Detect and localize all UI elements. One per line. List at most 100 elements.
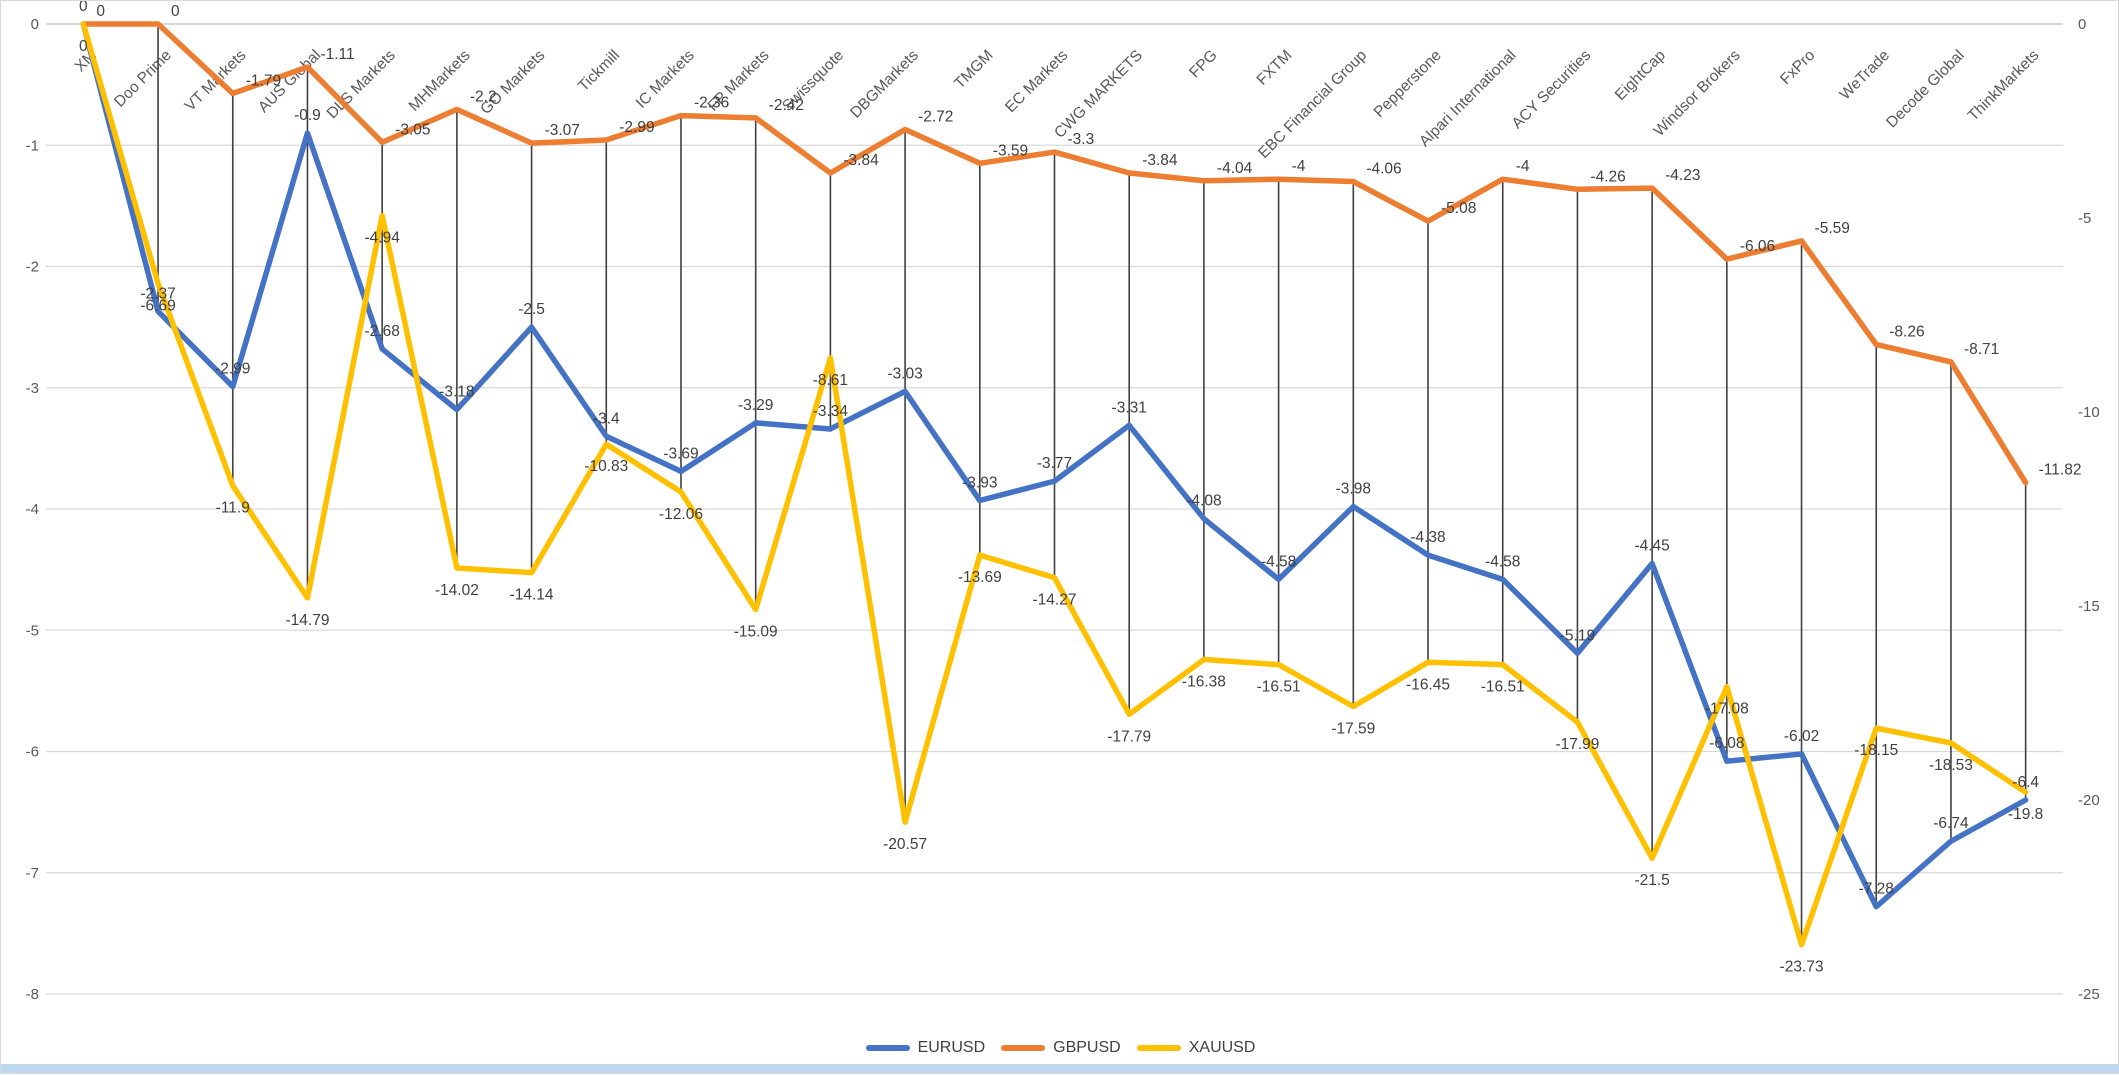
data-label-EURUSD: -3.98 (1336, 481, 1371, 498)
data-label-GBPUSD: -2.72 (918, 109, 953, 126)
data-label-GBPUSD: -3.07 (545, 122, 580, 139)
data-label-EURUSD: -4.58 (1485, 553, 1520, 570)
data-label-EURUSD: -2.37 (140, 285, 175, 302)
data-label-XAUUSD: -14.14 (510, 587, 554, 604)
category-label-ic-markets: IC Markets (633, 47, 698, 112)
data-label-GBPUSD: -2.99 (619, 119, 654, 136)
data-label-GBPUSD: -6.06 (1740, 238, 1775, 255)
data-label-EURUSD: -6.02 (1784, 728, 1819, 745)
data-label-XAUUSD: -14.02 (435, 582, 479, 599)
left-axis-tick: -4 (26, 501, 39, 518)
data-label-XAUUSD: -18.15 (1854, 742, 1898, 759)
category-label-acy-securities: ACY Securities (1509, 47, 1595, 133)
data-label-EURUSD: -6.4 (2012, 774, 2039, 791)
data-label-XAUUSD: -18.53 (1929, 757, 1973, 774)
data-label-XAUUSD: -20.57 (883, 836, 927, 853)
data-label-XAUUSD: -13.69 (958, 569, 1002, 586)
legend-label-gbpusd: GBPUSD (1053, 1039, 1121, 1056)
data-label-GBPUSD: -3.59 (993, 142, 1028, 159)
data-label-EURUSD: -6.08 (1709, 735, 1744, 752)
data-label-XAUUSD: -16.38 (1182, 674, 1226, 691)
category-label-pepperstone: Pepperstone (1371, 47, 1445, 121)
data-label-GBPUSD: -4 (1292, 158, 1306, 175)
category-label-tickmill: Tickmill (575, 47, 623, 95)
data-label-XAUUSD: -16.51 (1257, 679, 1301, 696)
left-axis-tick: -2 (26, 259, 39, 276)
data-label-EURUSD: -2.99 (215, 361, 250, 378)
data-label-GBPUSD: 0 (96, 3, 105, 20)
data-label-GBPUSD: -8.26 (1889, 323, 1924, 340)
legend-item-gbpusd[interactable]: GBPUSD (1001, 1039, 1121, 1057)
legend-swatch-xauusd (1136, 1045, 1181, 1051)
data-label-XAUUSD: -17.99 (1555, 736, 1599, 753)
category-label-wetrade: WeTrade (1837, 47, 1893, 103)
data-label-XAUUSD: -16.45 (1406, 676, 1450, 693)
data-label-XAUUSD: -11.9 (216, 500, 250, 517)
data-label-XAUUSD: -17.08 (1705, 701, 1749, 718)
data-label-XAUUSD: -8.61 (813, 372, 848, 389)
category-label-fxpro: FxPro (1777, 47, 1818, 88)
data-label-GBPUSD: -4.04 (1217, 160, 1253, 177)
data-label-GBPUSD: -2.2 (470, 88, 497, 105)
data-label-EURUSD: -3.4 (593, 410, 620, 427)
data-label-XAUUSD: -17.79 (1107, 728, 1151, 745)
data-label-GBPUSD: 0 (171, 3, 180, 20)
data-label-XAUUSD: -19.8 (2008, 806, 2043, 823)
data-label-XAUUSD: -10.83 (584, 458, 628, 475)
data-label-XAUUSD: -17.59 (1331, 720, 1375, 737)
data-label-EURUSD: -7.28 (1859, 881, 1894, 898)
category-label-doo-prime: Doo Prime (111, 47, 175, 111)
category-label-tmgm: TMGM (951, 47, 997, 93)
legend-label-xauusd: XAUUSD (1188, 1039, 1256, 1056)
data-label-GBPUSD: -5.08 (1441, 200, 1476, 217)
right-axis-tick: -15 (2078, 598, 2100, 615)
data-label-GBPUSD: -3.84 (1142, 152, 1178, 169)
right-axis-tick: -25 (2078, 986, 2100, 1003)
left-axis-tick: 0 (31, 16, 39, 33)
data-label-GBPUSD: -3.84 (843, 152, 879, 169)
data-label-XAUUSD: -16.51 (1481, 679, 1525, 696)
data-label-EURUSD: -3.18 (439, 384, 474, 401)
data-label-EURUSD: -6.74 (1933, 815, 1969, 832)
data-label-EURUSD: -2.5 (518, 301, 545, 318)
data-label-EURUSD: -5.19 (1560, 627, 1595, 644)
data-label-XAUUSD: 0 (79, 38, 88, 55)
series-line-XAUUSD (80, 21, 2029, 948)
data-label-EURUSD: -3.77 (1037, 455, 1072, 472)
data-label-EURUSD: -3.93 (962, 475, 997, 492)
data-label-EURUSD: -4.45 (1634, 538, 1669, 555)
data-label-GBPUSD: -2.42 (769, 97, 804, 114)
right-axis-tick: -20 (2078, 792, 2100, 809)
data-label-EURUSD: -3.69 (663, 445, 698, 462)
legend-item-xauusd[interactable]: XAUUSD (1136, 1039, 1256, 1057)
data-label-GBPUSD: -4 (1516, 158, 1530, 175)
category-label-go-markets: GO Markets (477, 47, 548, 118)
data-label-EURUSD: -4.38 (1410, 529, 1445, 546)
data-label-EURUSD: -3.34 (813, 403, 849, 420)
data-label-GBPUSD: -4.06 (1366, 161, 1401, 178)
series-line-EURUSD (80, 21, 2029, 910)
data-label-XAUUSD: -6.69 (140, 298, 175, 315)
data-label-XAUUSD: -4.94 (364, 230, 400, 247)
legend-label-eurusd: EURUSD (917, 1039, 986, 1056)
left-axis-tick: -1 (26, 137, 39, 154)
data-label-GBPUSD: -4.26 (1590, 168, 1625, 185)
data-label-GBPUSD: -1.11 (320, 46, 354, 63)
data-label-GBPUSD: -1.79 (246, 72, 281, 89)
right-axis-tick: -10 (2078, 404, 2100, 421)
legend-swatch-eurusd (865, 1045, 910, 1051)
legend-item-eurusd[interactable]: EURUSD (865, 1039, 986, 1057)
left-axis-tick: -5 (26, 622, 39, 639)
data-label-GBPUSD: -5.59 (1815, 220, 1850, 237)
data-label-EURUSD: -3.03 (887, 365, 922, 382)
category-label-thinkmarkets: ThinkMarkets (1965, 47, 2043, 125)
legend-swatch-gbpusd (1001, 1045, 1046, 1051)
data-label-GBPUSD: -8.71 (1964, 341, 1999, 358)
data-label-EURUSD: -2.68 (364, 323, 399, 340)
data-label-XAUUSD: -23.73 (1780, 959, 1824, 976)
data-label-XAUUSD: -14.79 (285, 612, 329, 629)
left-axis-tick: -3 (26, 380, 39, 397)
left-axis-tick: -7 (26, 865, 39, 882)
